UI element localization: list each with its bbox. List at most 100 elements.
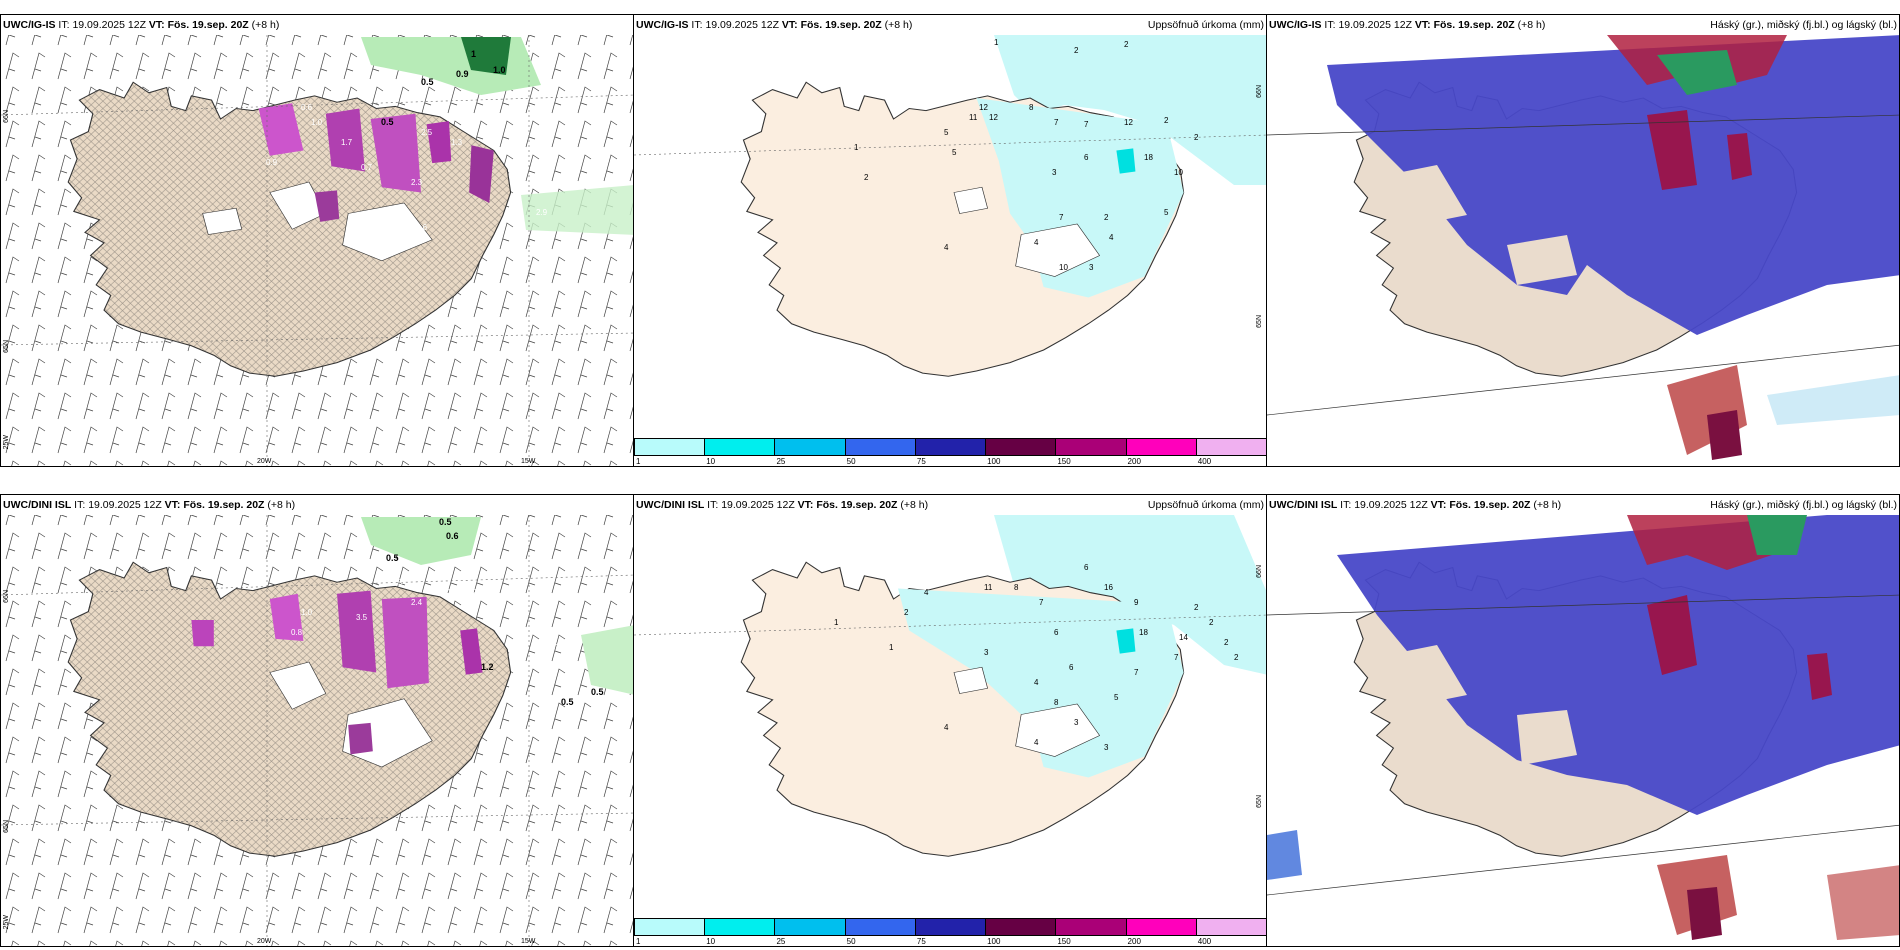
value-label: 4 bbox=[924, 588, 929, 597]
model-name: UWC/DINI ISL bbox=[3, 499, 72, 511]
value-label: 1.3 bbox=[451, 138, 463, 147]
value-label: 8 bbox=[1029, 103, 1034, 112]
value-label: 2 bbox=[1164, 116, 1169, 125]
colorbar-tick: 150 bbox=[1057, 457, 1071, 466]
colorbar-swatch bbox=[844, 918, 916, 936]
colorbar-tick: 75 bbox=[916, 937, 926, 946]
value-label: 2.5 bbox=[391, 578, 403, 587]
value-label: 0.5 bbox=[591, 687, 604, 697]
it-value: 19.09.2025 12Z bbox=[1338, 19, 1412, 31]
value-label: 2 bbox=[1224, 638, 1229, 647]
value-label: 4 bbox=[1109, 233, 1114, 242]
colorbar-swatch bbox=[1055, 438, 1127, 456]
value-label: 0.3 bbox=[561, 618, 573, 627]
value-label: 16 bbox=[1104, 583, 1113, 592]
colorbar-tick: 50 bbox=[846, 457, 856, 466]
colorbar-tick: 1 bbox=[636, 937, 641, 946]
value-label: 2 bbox=[1194, 603, 1199, 612]
value-label: 7 bbox=[1054, 118, 1059, 127]
it-value: 19.09.2025 12Z bbox=[1354, 499, 1428, 511]
field-title: Háský (gr.), miðský (fj.bl.) og lágský (… bbox=[1710, 19, 1897, 31]
value-label: 3 bbox=[984, 648, 989, 657]
value-label: 1.2 bbox=[481, 662, 494, 672]
vt-label: VT: bbox=[148, 19, 165, 31]
lat-label: 66N bbox=[1256, 565, 1263, 578]
value-label: 8 bbox=[1014, 583, 1019, 592]
it-value: 19.09.2025 12Z bbox=[705, 19, 779, 31]
lat-label: 25W bbox=[3, 435, 10, 450]
value-label: 12 bbox=[1124, 118, 1133, 127]
wind-precip-map: 0.5 1 0.9 1.0 0.5 2.5 1.3 1.7 1.0 2.3 2.… bbox=[1, 35, 633, 466]
colorbar-tick: 25 bbox=[776, 937, 786, 946]
colorbar-tick: 400 bbox=[1197, 937, 1212, 946]
value-label: 4 bbox=[1034, 738, 1039, 747]
lon-label: 15W bbox=[521, 458, 536, 465]
colorbar-swatch bbox=[774, 918, 846, 936]
value-label: 3 bbox=[1089, 263, 1094, 272]
colorbar-tick: 200 bbox=[1127, 457, 1141, 466]
value-label: 2.4 bbox=[411, 598, 423, 607]
it-label: IT: bbox=[1340, 499, 1352, 511]
value-label: 7 bbox=[1134, 668, 1139, 677]
value-label: 5 bbox=[952, 148, 957, 157]
value-label: 2 bbox=[1074, 46, 1079, 55]
lead-time: (+8 h) bbox=[251, 19, 280, 31]
value-label: 2.9 bbox=[536, 208, 548, 217]
value-label: 11 bbox=[969, 113, 978, 122]
value-label: 0.5 bbox=[421, 77, 434, 87]
panel-row2-accum-precip: UWC/DINI ISL IT: 19.09.2025 12Z VT: Fös.… bbox=[633, 494, 1267, 947]
colorbar-swatch bbox=[1195, 438, 1266, 456]
colorbar-tick: 100 bbox=[987, 937, 1001, 946]
value-label: 0.6 bbox=[301, 103, 313, 112]
vt-value: Fös. 19.sep. 20Z bbox=[1433, 19, 1515, 31]
colorbar-tick: 75 bbox=[916, 457, 926, 466]
value-label: 7 bbox=[1084, 120, 1089, 129]
it-label: IT: bbox=[74, 499, 86, 511]
lon-label: 15W bbox=[521, 938, 536, 945]
value-label: 1.0 bbox=[301, 608, 313, 617]
it-label: IT: bbox=[58, 19, 70, 31]
colorbar-swatch bbox=[1195, 918, 1266, 936]
vt-value: Fös. 19.sep. 20Z bbox=[816, 499, 898, 511]
value-label: 1.0 bbox=[493, 65, 506, 75]
it-value: 19.09.2025 12Z bbox=[72, 19, 146, 31]
lat-label: 66N bbox=[3, 590, 10, 603]
model-name: UWC/DINI ISL bbox=[636, 499, 705, 511]
value-label: 14 bbox=[1179, 633, 1188, 642]
colorbar-swatch bbox=[985, 438, 1057, 456]
value-label: 11 bbox=[984, 583, 993, 592]
value-label: 2 bbox=[1234, 653, 1239, 662]
value-label: 0.9 bbox=[456, 69, 469, 79]
lat-label: 65N bbox=[1256, 795, 1263, 808]
value-label: 0.6 bbox=[446, 531, 459, 541]
value-label: 0.5 bbox=[386, 553, 399, 563]
value-label: 2 bbox=[1194, 133, 1199, 142]
lead-time: (+8 h) bbox=[884, 19, 913, 31]
model-name: UWC/DINI ISL bbox=[1269, 499, 1338, 511]
panel-row2-wind-precip: UWC/DINI ISL IT: 19.09.2025 12Z VT: Fös.… bbox=[0, 494, 634, 947]
value-label: 6 bbox=[1084, 153, 1089, 162]
panel-row1-wind-precip: UWC/IG-IS IT: 19.09.2025 12Z VT: Fös. 19… bbox=[0, 14, 634, 467]
value-label: 0.9 bbox=[466, 588, 478, 597]
vt-label: VT: bbox=[797, 499, 814, 511]
value-label: 2.5 bbox=[421, 128, 433, 137]
value-label: 0.8 bbox=[291, 628, 303, 637]
panel-row1-accum-precip: UWC/IG-IS IT: 19.09.2025 12Z VT: Fös. 19… bbox=[633, 14, 1267, 467]
value-label: 2.3 bbox=[411, 178, 423, 187]
value-label: 12 bbox=[979, 103, 988, 112]
colorbar-swatch bbox=[985, 918, 1057, 936]
panel-row1-clouds: UWC/IG-IS IT: 19.09.2025 12Z VT: Fös. 19… bbox=[1266, 14, 1900, 467]
value-label: 2 bbox=[1209, 618, 1214, 627]
lat-label: 66N bbox=[3, 110, 10, 123]
vt-label: VT: bbox=[781, 19, 798, 31]
colorbar-swatch bbox=[1125, 918, 1197, 936]
value-label: 5 bbox=[944, 128, 949, 137]
value-label: 3 bbox=[1052, 168, 1057, 177]
value-label: 12 bbox=[989, 113, 998, 122]
value-label: 10 bbox=[1059, 263, 1068, 272]
colorbar-tick: 10 bbox=[706, 937, 716, 946]
value-label: 4 bbox=[944, 723, 949, 732]
colorbar-swatch bbox=[914, 918, 987, 936]
value-label: 4 bbox=[944, 243, 949, 252]
colorbar-tick: 50 bbox=[846, 937, 856, 946]
